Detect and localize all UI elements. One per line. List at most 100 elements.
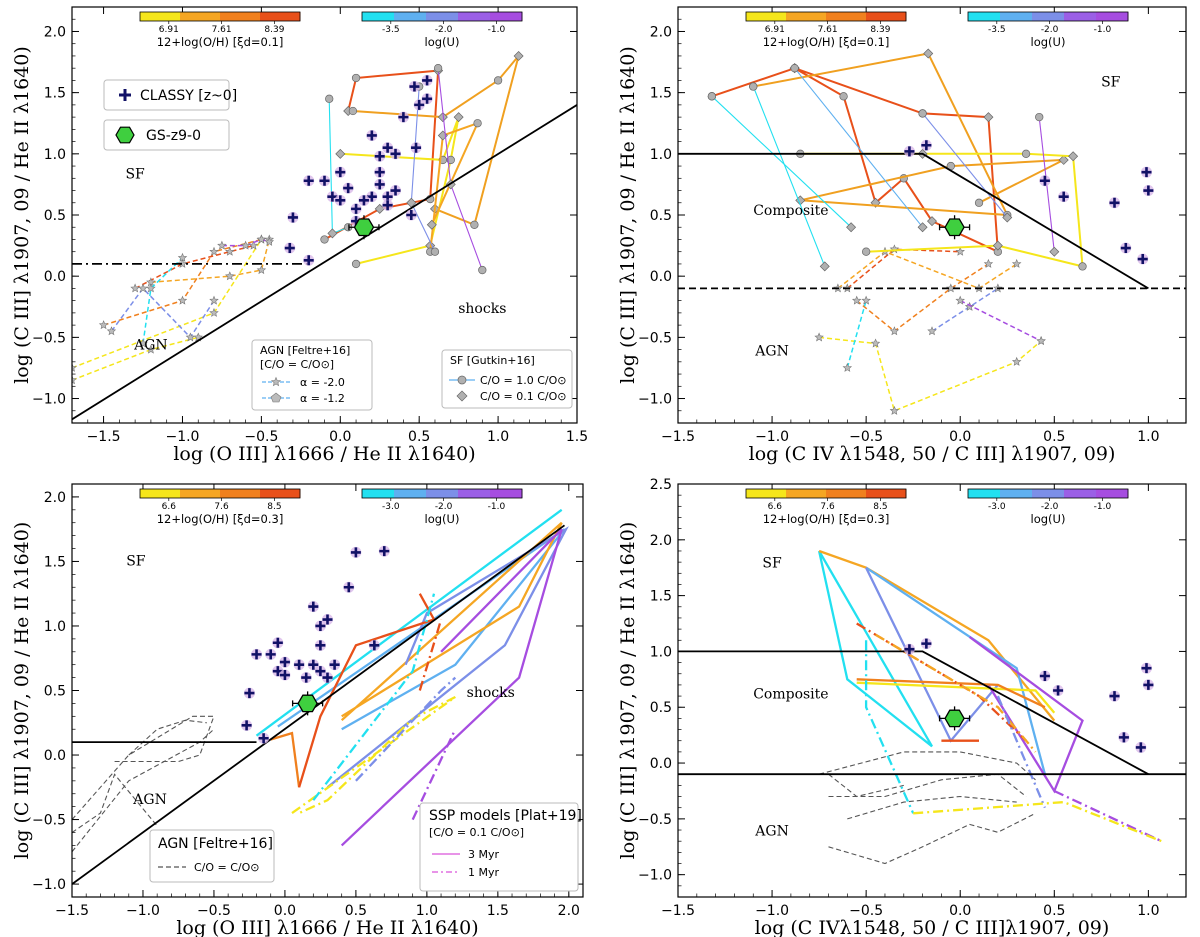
sf-model-line bbox=[752, 86, 826, 267]
classy-point bbox=[366, 191, 377, 202]
classy-point bbox=[329, 659, 340, 670]
colorbar-segment bbox=[866, 12, 907, 21]
region-label: AGN bbox=[754, 824, 789, 840]
y-tick-label: −0.5 bbox=[638, 330, 672, 346]
colorbar-segment bbox=[220, 489, 261, 498]
colorbar-frame bbox=[967, 488, 1129, 499]
colorbar-tick-label: 6.91 bbox=[159, 25, 179, 35]
agn-model-marker bbox=[870, 338, 881, 348]
colorbar-segment bbox=[1096, 489, 1129, 498]
colorbar-segment bbox=[826, 12, 867, 21]
agn-model-marker bbox=[861, 295, 871, 305]
ssp-model-line bbox=[340, 528, 563, 847]
sf-model-marker-diamond bbox=[1002, 212, 1013, 223]
classy-point bbox=[374, 167, 385, 178]
sf-model-line bbox=[429, 121, 480, 252]
y-tick-label: 1.5 bbox=[44, 86, 66, 102]
classy-point bbox=[422, 93, 433, 104]
demarcation-line bbox=[678, 650, 1149, 775]
colorbar-tick-label: -3.5 bbox=[382, 25, 400, 35]
classy-point bbox=[1053, 685, 1064, 696]
colorbar-segment bbox=[394, 12, 427, 21]
y-tick-label: 1.5 bbox=[650, 589, 672, 605]
colorbar-segment bbox=[458, 12, 491, 21]
y-axis-label: log (C III] λ1907, 09 / He II λ1640) bbox=[617, 46, 639, 384]
colorbar-segment bbox=[180, 12, 221, 21]
ssp-model-line bbox=[913, 800, 1162, 843]
x-tick-label: −0.5 bbox=[849, 903, 883, 919]
classy-point bbox=[1137, 254, 1148, 265]
sf-model-marker-circle bbox=[707, 92, 717, 101]
demarcation-line bbox=[678, 152, 1149, 290]
classy-point bbox=[1118, 732, 1129, 743]
colorbar-tick-label: 7.61 bbox=[818, 25, 838, 35]
region-label: Composite bbox=[753, 686, 828, 702]
agn-model-marker bbox=[1036, 336, 1046, 346]
classy-point bbox=[308, 601, 319, 612]
ssp-model-line bbox=[326, 526, 569, 789]
colorbar-segment bbox=[968, 12, 1001, 21]
region-label: SF bbox=[1101, 75, 1121, 91]
colorbar-segment bbox=[968, 489, 1001, 498]
colorbar-tick-label: -3.0 bbox=[988, 502, 1006, 512]
axes-frame bbox=[677, 483, 1187, 898]
classy-point bbox=[244, 688, 255, 699]
sf-model-line bbox=[352, 55, 520, 227]
y-tick-label: 0.0 bbox=[44, 748, 66, 764]
colorbar-tick-label: 7.61 bbox=[212, 25, 232, 35]
ssp-model-line bbox=[817, 550, 933, 748]
region-label: SF bbox=[762, 556, 782, 572]
sf-model-marker-diamond bbox=[1049, 246, 1060, 257]
colorbar-tick-label: 6.6 bbox=[162, 502, 177, 512]
sf-model-marker-diamond bbox=[453, 112, 464, 123]
x-tick-label: 1.5 bbox=[566, 429, 588, 445]
x-tick-label: −1.5 bbox=[55, 903, 89, 919]
sf-model-marker-diamond bbox=[917, 222, 928, 233]
x-tick-label: −1.0 bbox=[165, 429, 199, 445]
region-label: AGN bbox=[133, 338, 168, 354]
x-tick-label: −1.0 bbox=[755, 903, 789, 919]
ssp-model-line bbox=[418, 619, 443, 691]
classy-point bbox=[308, 659, 319, 670]
legend-sf-circle-marker bbox=[457, 375, 467, 385]
agn-model-marker bbox=[240, 240, 251, 250]
sf-model-line bbox=[711, 67, 1000, 254]
agn-model-line bbox=[856, 263, 989, 333]
classy-point bbox=[1058, 191, 1069, 202]
colorbar-tick-label: -2.0 bbox=[435, 25, 453, 35]
ssp-model-line bbox=[355, 676, 457, 782]
ssp-model-line bbox=[340, 521, 563, 722]
colorbar-segment bbox=[1032, 12, 1065, 21]
ssp-model-line bbox=[291, 695, 456, 815]
agn-model-marker bbox=[209, 307, 219, 317]
sf-model-marker-diamond bbox=[992, 240, 1003, 251]
y-tick-label: 0.0 bbox=[650, 756, 672, 772]
agn-model-marker bbox=[225, 271, 235, 281]
region-label: AGN bbox=[754, 344, 789, 360]
classy-point bbox=[1120, 243, 1131, 254]
sf-model-line bbox=[753, 52, 1065, 217]
region-label: SF bbox=[126, 553, 146, 569]
classy-point bbox=[287, 212, 298, 223]
x-tick-label: −1.0 bbox=[755, 429, 789, 445]
colorbar-tick-label: 7.6 bbox=[820, 502, 835, 512]
agn-model-line bbox=[110, 287, 215, 339]
colorbar-tick-label: -3.0 bbox=[382, 502, 400, 512]
y-tick-label: 0.5 bbox=[44, 208, 66, 224]
classy-point bbox=[315, 640, 326, 651]
colorbar-label: 12+log(O/H) [ξd=0.3] bbox=[763, 512, 890, 526]
legend-box-agn bbox=[251, 339, 373, 411]
colorbar-frame bbox=[967, 11, 1129, 22]
classy-point bbox=[1109, 691, 1120, 702]
legend-box-sf bbox=[441, 349, 573, 409]
colorbar-segment bbox=[1064, 489, 1097, 498]
sf-model-line bbox=[794, 67, 924, 228]
region-label: shocks bbox=[467, 685, 515, 701]
y-tick-label: 0.5 bbox=[650, 208, 672, 224]
sf-model-marker-circle bbox=[749, 82, 758, 91]
colorbar-tick-label: 6.91 bbox=[765, 25, 785, 35]
classy-point bbox=[1135, 742, 1146, 753]
colorbar-frame bbox=[745, 488, 907, 499]
colorbar-segment bbox=[746, 489, 787, 498]
